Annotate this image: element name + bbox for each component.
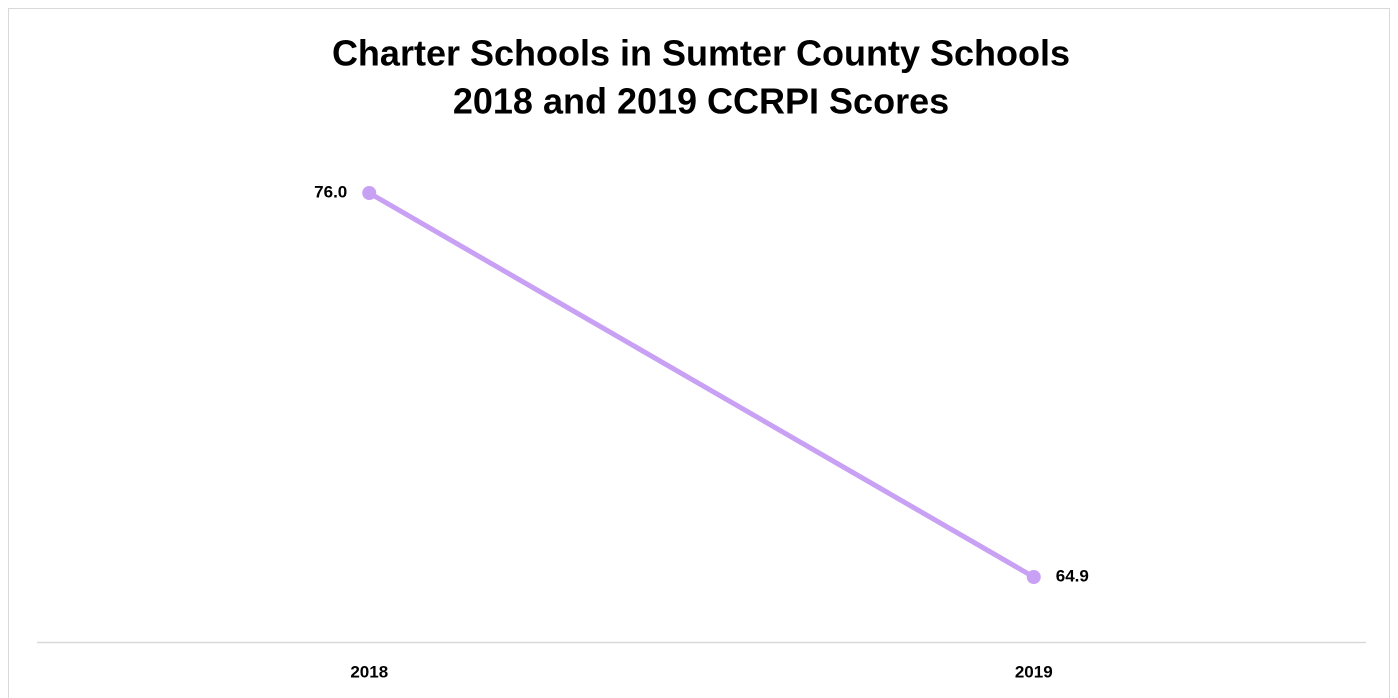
chart-title: Charter Schools in Sumter County Schools <box>332 33 1070 74</box>
x-tick-label: 2019 <box>1015 662 1053 681</box>
line <box>366 190 1037 580</box>
chart-border <box>8 8 1390 698</box>
data-label: 76.0 <box>314 182 347 201</box>
marker <box>362 186 377 200</box>
data-label: 64.9 <box>1056 566 1089 585</box>
chart-title: 2018 and 2019 CCRPI Scores <box>453 81 949 122</box>
marker <box>1026 570 1041 584</box>
x-tick-label: 2018 <box>350 662 388 681</box>
